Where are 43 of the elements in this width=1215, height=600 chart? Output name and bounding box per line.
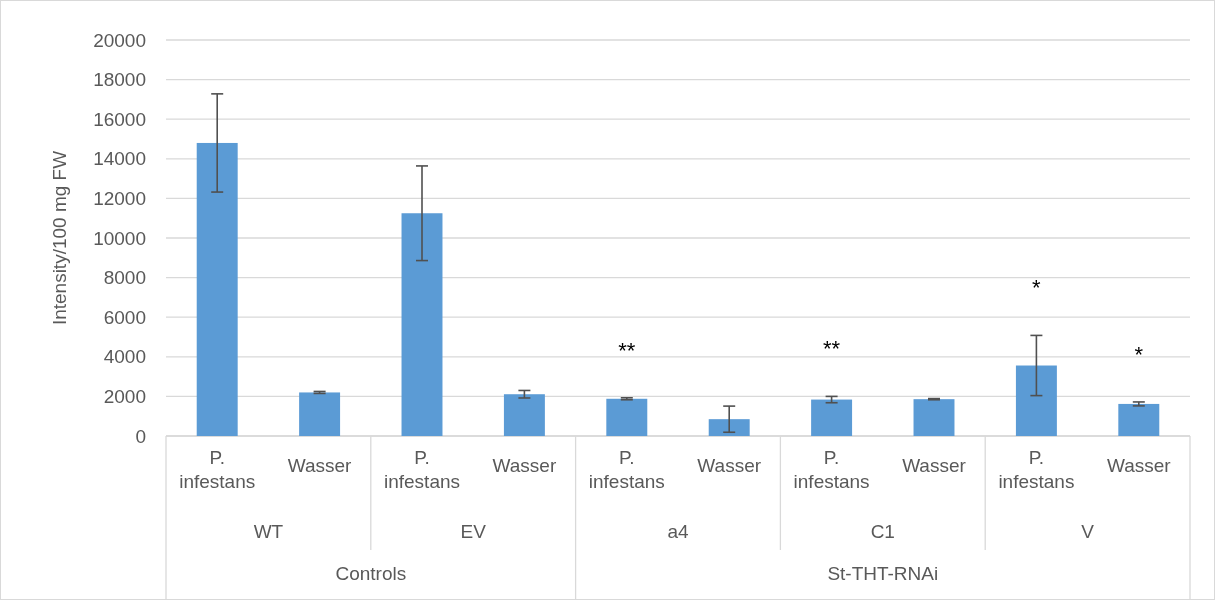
bar bbox=[606, 398, 648, 436]
bar bbox=[913, 399, 955, 436]
text: V bbox=[1081, 521, 1095, 542]
y-tick-label: 2000 bbox=[103, 386, 146, 408]
y-tick-label: 0 bbox=[135, 425, 146, 447]
bar bbox=[708, 419, 750, 436]
text: C1 bbox=[870, 521, 895, 542]
x-tick-label: Wasser bbox=[697, 455, 762, 476]
data-label: * bbox=[1032, 275, 1042, 301]
data-label: ** bbox=[618, 337, 636, 363]
y-tick-label: 8000 bbox=[103, 267, 146, 289]
bar bbox=[196, 142, 238, 436]
x-tick-label: P. infestans bbox=[793, 447, 870, 492]
text: Controls bbox=[335, 563, 407, 584]
y-tick-label: 10000 bbox=[93, 227, 146, 249]
x-tick-label: Wasser bbox=[902, 455, 967, 476]
text: EV bbox=[460, 521, 487, 542]
y-tick-label: 14000 bbox=[93, 148, 146, 170]
x-tick-label: Wasser bbox=[1106, 455, 1172, 476]
y-axis-title: Intensity/100 mg FW bbox=[49, 150, 70, 326]
bar bbox=[1015, 365, 1057, 436]
y-tick-label: 12000 bbox=[93, 188, 146, 210]
y-tick-label: 6000 bbox=[103, 306, 146, 328]
bar bbox=[1118, 403, 1160, 436]
text: WT bbox=[253, 521, 284, 542]
bar bbox=[299, 392, 341, 436]
x-tick-label: P. infestans bbox=[383, 447, 461, 492]
x-tick-label: P. infestans bbox=[998, 447, 1075, 492]
y-tick-label: 18000 bbox=[93, 69, 146, 91]
x-tick-label: Wasser bbox=[287, 455, 353, 476]
text: St-THT-RNAi bbox=[827, 563, 939, 584]
x-tick-label: P. infestans bbox=[588, 447, 665, 492]
x-tick-label: P. infestans bbox=[179, 447, 256, 492]
y-tick-label: 4000 bbox=[103, 346, 146, 368]
bar bbox=[401, 213, 443, 436]
data-label: ** bbox=[823, 336, 841, 362]
text: a4 bbox=[667, 521, 689, 542]
bar bbox=[503, 394, 545, 436]
y-tick-label: 20000 bbox=[93, 29, 146, 51]
y-tick-label: 16000 bbox=[93, 108, 146, 130]
data-label: * bbox=[1134, 341, 1144, 367]
bar bbox=[811, 399, 853, 436]
x-tick-label: Wasser bbox=[492, 455, 557, 476]
